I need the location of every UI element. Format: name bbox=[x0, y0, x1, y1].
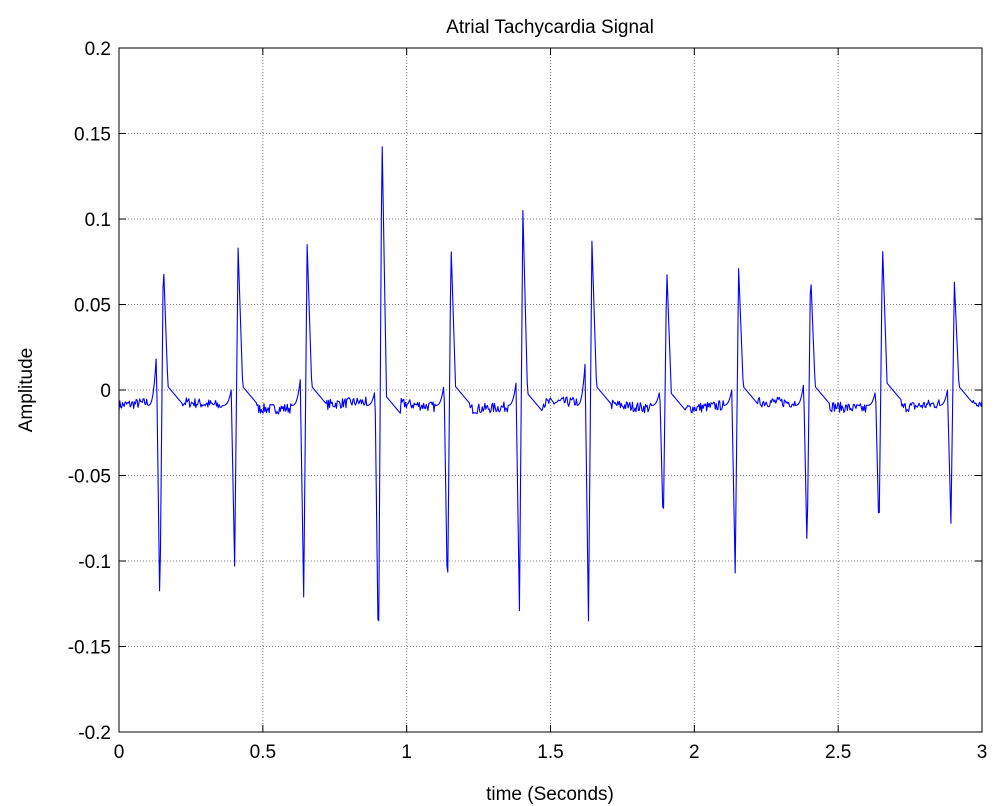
y-tick-label: 0.05 bbox=[74, 296, 111, 317]
y-tick-labels: -0.2 -0.15 -0.1 -0.05 0 0.05 0.1 0.15 0.2 bbox=[68, 39, 111, 744]
x-tick-label: 3 bbox=[977, 742, 988, 763]
y-tick-label: -0.15 bbox=[68, 638, 111, 659]
grid bbox=[119, 48, 982, 732]
y-tick-label: -0.1 bbox=[78, 552, 111, 573]
x-tick-label: 2.5 bbox=[825, 742, 851, 763]
x-tick-label: 1.5 bbox=[537, 742, 563, 763]
plot-frame bbox=[118, 47, 983, 733]
y-tick-label: 0 bbox=[100, 381, 111, 402]
chart-title: Atrial Tachycardia Signal bbox=[446, 17, 654, 38]
signal-line bbox=[118, 146, 983, 622]
x-tick-label: 0.5 bbox=[250, 742, 276, 763]
y-tick-label: 0.2 bbox=[85, 39, 111, 60]
x-tick-label: 2 bbox=[689, 742, 700, 763]
y-tick-label: 0.15 bbox=[74, 125, 111, 146]
x-axis-label: time (Seconds) bbox=[486, 784, 614, 805]
x-tick-label: 1 bbox=[401, 742, 412, 763]
x-tick-labels: 0 0.5 1 1.5 2 2.5 3 bbox=[114, 742, 988, 763]
y-tick-label: -0.2 bbox=[78, 723, 111, 744]
x-tick-label: 0 bbox=[114, 742, 125, 763]
y-tick-label: -0.05 bbox=[68, 467, 111, 488]
y-tick-label: 0.1 bbox=[85, 210, 111, 231]
series bbox=[118, 146, 983, 622]
y-axis-label: Amplitude bbox=[16, 348, 37, 433]
